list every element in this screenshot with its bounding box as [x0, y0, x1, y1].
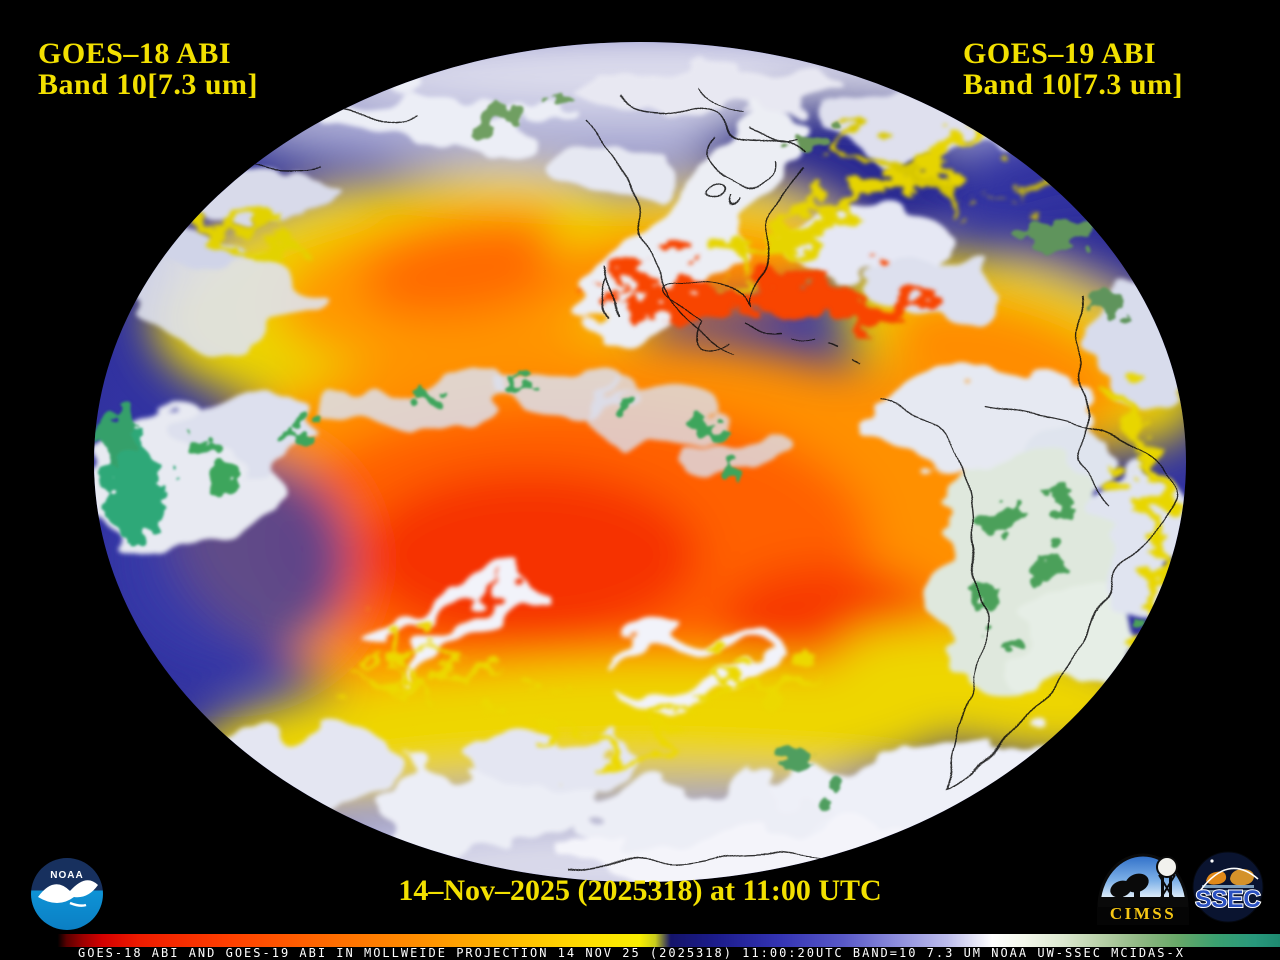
footer-caption: GOES-18 ABI AND GOES-19 ABI IN MOLLWEIDE…: [78, 946, 1185, 960]
cimss-logo: CIMSS: [1097, 853, 1189, 925]
satellite-right-band: Band 10[7.3 um]: [963, 68, 1184, 101]
globe-convection-spots: [102, 91, 1149, 799]
ssec-earth-icon: [1199, 859, 1259, 893]
cimss-base: [1097, 907, 1189, 925]
header-right: GOES–19 ABI Band 10[7.3 um]: [963, 38, 1183, 100]
noaa-bird-icon: [38, 880, 98, 903]
satellite-right-title: GOES–19 ABI: [963, 37, 1157, 70]
timestamp-label: 14–Nov–2025 (2025318) at 11:00 UTC: [398, 874, 882, 907]
cimss-logo-text: CIMSS: [1110, 904, 1176, 923]
noaa-logo: NOAA: [31, 858, 103, 930]
ssec-logo-text: SSEC: [1195, 886, 1260, 913]
cimss-watertower-icon: [1156, 856, 1178, 878]
globe-jet-filaments: [94, 109, 1174, 754]
satellite-left-title: GOES–18 ABI: [38, 37, 232, 70]
colorbar: [0, 934, 1280, 947]
satellite-left-band: Band 10[7.3 um]: [38, 68, 259, 101]
ssec-logo: SSEC: [1192, 851, 1264, 923]
cimss-silhouette-icon: [1099, 873, 1187, 909]
noaa-bird-tail: [69, 901, 87, 907]
coastline-overlay: [209, 94, 1179, 869]
noaa-logo-text: NOAA: [50, 870, 83, 881]
header-left: GOES–18 ABI Band 10[7.3 um]: [38, 38, 258, 100]
